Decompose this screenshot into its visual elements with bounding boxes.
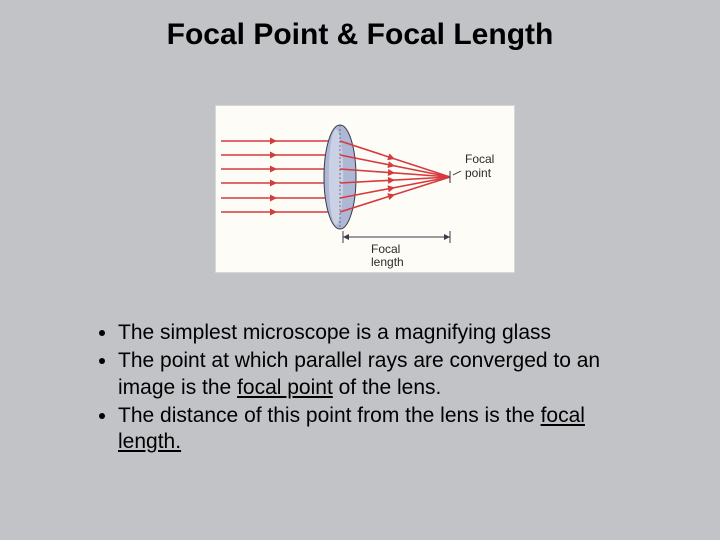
slide: Focal Point & Focal Length FocalpointFoc… — [0, 0, 720, 540]
bullet-2: The point at which parallel rays are con… — [118, 348, 650, 401]
bullet-1: The simplest microscope is a magnifying … — [118, 320, 650, 346]
svg-text:length: length — [371, 255, 404, 269]
bullet-list: The simplest microscope is a magnifying … — [90, 320, 650, 457]
slide-title: Focal Point & Focal Length — [0, 18, 720, 52]
bullet-1-text: The simplest microscope is a magnifying … — [118, 321, 551, 344]
bullet-3: The distance of this point from the lens… — [118, 403, 650, 456]
bullet-3-pre: The distance of this point from the lens… — [118, 404, 541, 427]
svg-text:Focal: Focal — [371, 242, 400, 256]
svg-text:Focal: Focal — [465, 152, 494, 166]
bullet-2-post: of the lens. — [333, 376, 442, 399]
lens-figure: FocalpointFocallength — [215, 105, 515, 273]
svg-text:point: point — [465, 166, 492, 180]
lens-svg: FocalpointFocallength — [215, 105, 515, 273]
bullet-2-underlined: focal point — [237, 376, 333, 399]
